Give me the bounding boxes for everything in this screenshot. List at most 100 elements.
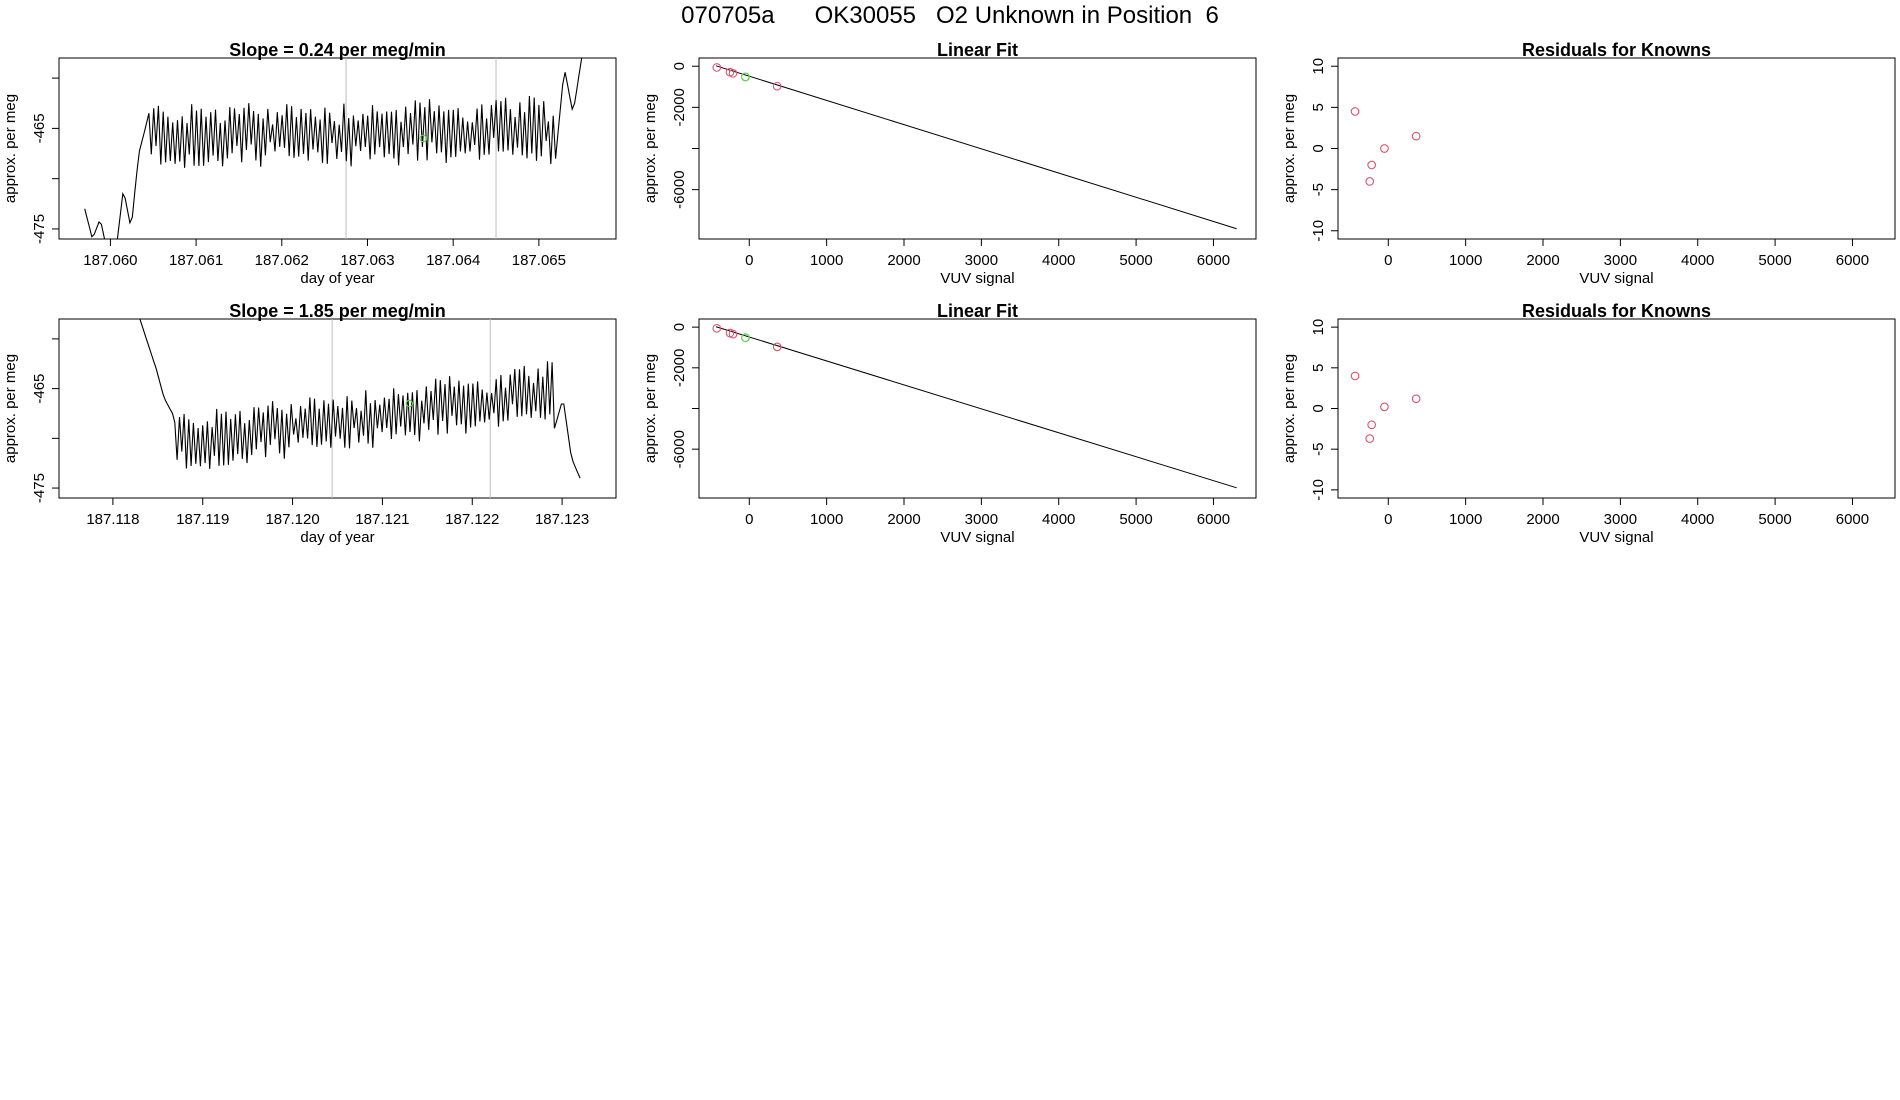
x-tick-label: 4000 — [1681, 511, 1714, 528]
x-axis-label: day of year — [300, 529, 374, 546]
y-tick-label: -10 — [1310, 479, 1327, 501]
signal-trace — [139, 319, 581, 479]
x-tick-label: 0 — [745, 252, 753, 269]
chart-resid-1: Residuals for Knowns 0 1000 2000 3000 4000 500… — [1281, 40, 1896, 287]
y-tick-label: 0 — [671, 323, 688, 331]
y-tick-label: 5 — [1310, 103, 1327, 111]
x-tick-label: 2000 — [887, 511, 920, 528]
x-tick-label: 5000 — [1119, 511, 1152, 528]
x-axis-label: VUV signal — [940, 529, 1014, 546]
y-tick-label: -475 — [31, 473, 48, 503]
x-tick-label: 2000 — [1526, 511, 1559, 528]
x-tick-label: 3000 — [1604, 511, 1637, 528]
x-tick-label: 187.121 — [355, 511, 409, 528]
x-tick-label: 187.060 — [83, 252, 137, 269]
y-tick-label: -465 — [31, 374, 48, 404]
y-tick-label: -5 — [1310, 183, 1327, 196]
x-tick-label: 187.063 — [340, 252, 394, 269]
x-tick-label: 187.123 — [535, 511, 589, 528]
x-tick-label: 6000 — [1197, 511, 1230, 528]
plot-frame — [698, 318, 1257, 499]
y-tick-label: -6000 — [671, 170, 688, 208]
known-point — [1380, 144, 1389, 153]
chart-title: Linear Fit — [937, 301, 1018, 321]
unknown-point — [740, 72, 750, 82]
x-tick-label: 2000 — [1526, 252, 1559, 269]
y-tick-label: 0 — [1310, 404, 1327, 412]
x-tick-label: 187.062 — [255, 252, 309, 269]
plot-frame — [698, 57, 1257, 240]
x-tick-label: 4000 — [1042, 252, 1075, 269]
x-tick-label: 1000 — [1449, 511, 1482, 528]
chart-title: Slope = 1.85 per meg/min — [229, 301, 446, 321]
x-tick-label: 3000 — [1604, 252, 1637, 269]
y-axis-label: approx. per meg — [642, 354, 659, 463]
x-tick-label: 187.118 — [86, 511, 139, 528]
plot-frame — [1337, 318, 1896, 499]
y-tick-label: -2000 — [671, 88, 688, 126]
chart-title: Residuals for Knowns — [1522, 40, 1711, 60]
plot-frame — [58, 318, 617, 499]
x-tick-label: 3000 — [965, 252, 998, 269]
y-tick-label: -475 — [31, 214, 48, 244]
x-axis-label: VUV signal — [1579, 270, 1653, 287]
known-point — [1350, 107, 1360, 116]
plot-area — [712, 63, 1237, 230]
x-tick-label: 6000 — [1836, 252, 1869, 269]
chart-fit-1: Linear Fit 0 1000 2000 3000 4000 5000 6000 VUV s… — [642, 40, 1257, 287]
y-tick-label: 10 — [1310, 319, 1327, 336]
plot-area — [712, 324, 1237, 489]
known-point — [1367, 420, 1377, 430]
known-point — [1411, 131, 1421, 141]
x-tick-label: 5000 — [1758, 252, 1791, 269]
x-tick-label: 187.122 — [445, 511, 499, 528]
known-point — [1350, 371, 1360, 381]
chart-resid-2: Residuals for Knowns 0 1000 2000 3000 4000 500… — [1281, 301, 1896, 546]
chart-fit-2: Linear Fit 0 1000 2000 3000 4000 5000 6000 VUV s… — [642, 301, 1257, 546]
known-point — [772, 342, 782, 352]
x-tick-label: 1000 — [810, 252, 843, 269]
x-tick-label: 0 — [745, 511, 753, 528]
x-tick-label: 187.061 — [169, 252, 223, 269]
x-axis-label: day of year — [300, 270, 374, 287]
y-axis-label: approx. per meg — [2, 354, 19, 463]
x-axis-label: VUV signal — [1579, 529, 1653, 546]
chart-title: Residuals for Knowns — [1522, 301, 1711, 321]
x-tick-label: 6000 — [1836, 511, 1869, 528]
x-tick-label: 3000 — [965, 511, 998, 528]
unknown-sample-marker — [419, 134, 427, 143]
plot-frame — [58, 57, 617, 240]
x-tick-label: 187.119 — [176, 511, 229, 528]
known-point — [1367, 160, 1377, 170]
plot-area — [1350, 107, 1421, 186]
x-tick-label: 4000 — [1042, 511, 1075, 528]
x-axis-label: VUV signal — [940, 270, 1014, 287]
unknown-sample-marker — [405, 399, 414, 408]
y-tick-label: -465 — [31, 113, 48, 143]
x-tick-label: 1000 — [810, 511, 843, 528]
page-title: 070705a OK30055 O2 Unknown in Position 6 — [681, 2, 1219, 29]
known-point — [728, 329, 738, 339]
x-tick-label: 187.065 — [512, 252, 566, 269]
plot-area — [1350, 371, 1421, 443]
y-tick-label: 10 — [1310, 58, 1327, 75]
known-point — [1365, 177, 1375, 186]
x-tick-label: 2000 — [887, 252, 920, 269]
y-tick-label: 5 — [1310, 364, 1327, 372]
known-point — [1411, 394, 1421, 404]
chart-title: Linear Fit — [937, 40, 1018, 60]
known-point — [1365, 434, 1375, 443]
y-tick-label: 0 — [671, 62, 688, 70]
known-point — [712, 324, 722, 333]
fit-line — [715, 326, 1237, 489]
y-axis-label: approx. per meg — [642, 94, 659, 203]
x-tick-label: 187.120 — [265, 511, 319, 528]
plot-area — [84, 58, 583, 239]
fit-line — [715, 65, 1237, 230]
chart-time-1: Slope = 0.24 per meg/min 187.060 187.061 18… — [2, 40, 617, 287]
y-tick-label: -6000 — [671, 430, 688, 468]
y-tick-label: -10 — [1310, 220, 1327, 242]
y-tick-label: -5 — [1310, 443, 1327, 456]
y-axis-label: approx. per meg — [1281, 354, 1298, 463]
